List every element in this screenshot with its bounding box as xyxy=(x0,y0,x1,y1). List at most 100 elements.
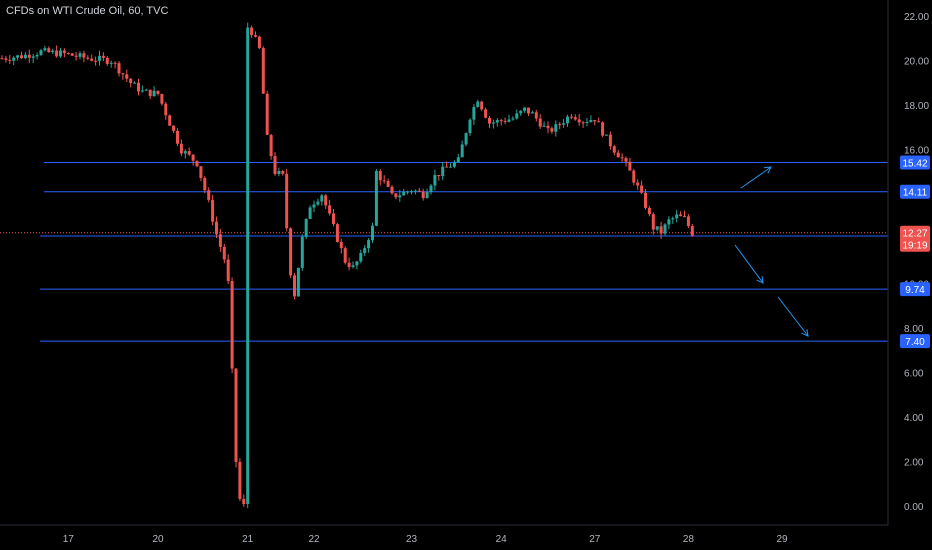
candle-body xyxy=(585,121,589,123)
candle-body xyxy=(425,192,429,199)
x-tick-label: 28 xyxy=(683,534,695,545)
candle-body xyxy=(265,93,269,135)
candle-body xyxy=(144,89,148,91)
candle-body xyxy=(191,154,195,161)
last-price-label: 12.27 xyxy=(902,229,927,240)
time-axis[interactable]: 17 20 21 22 23 24 27 28 29 xyxy=(0,524,888,545)
candle-body xyxy=(273,156,277,174)
level-badge-label: 15.42 xyxy=(902,159,927,170)
candle-body xyxy=(347,262,351,267)
candle-body xyxy=(605,134,608,136)
candle-body xyxy=(242,498,246,505)
candle-body xyxy=(573,117,577,120)
candle-body xyxy=(402,191,406,196)
candle-body xyxy=(394,193,398,198)
candle-body xyxy=(452,161,456,167)
candle-body xyxy=(468,119,472,134)
x-tick-label: 17 xyxy=(63,534,75,545)
arrow-down-1-head xyxy=(756,275,764,284)
candle-body xyxy=(569,116,573,118)
candle-body xyxy=(456,157,460,162)
x-tick-label: 20 xyxy=(152,534,164,545)
candle-body xyxy=(300,236,304,268)
level-badge-label: 7.40 xyxy=(905,337,925,348)
candle-body xyxy=(608,134,612,147)
candle-body xyxy=(507,119,511,122)
candle-body xyxy=(246,27,250,505)
y-tick-label: 16.00 xyxy=(904,146,929,157)
candle-body xyxy=(31,56,35,58)
last-price-badge xyxy=(900,225,930,252)
candle-body xyxy=(35,54,39,57)
candle-body xyxy=(413,190,417,192)
candle-body xyxy=(86,57,90,59)
candle-body xyxy=(250,27,254,36)
candle-body xyxy=(226,259,230,282)
candle-body xyxy=(335,224,339,242)
candle-body xyxy=(70,53,74,56)
candle-body xyxy=(23,54,27,59)
candle-body xyxy=(616,152,620,158)
candle-body xyxy=(55,50,59,57)
candle-body xyxy=(0,58,4,60)
candle-body xyxy=(441,166,445,176)
arrow-up-head xyxy=(763,166,772,174)
candle-body xyxy=(78,53,82,57)
candle-body xyxy=(527,107,530,114)
levels-layer xyxy=(0,162,888,342)
candle-body xyxy=(371,225,374,241)
candle-body xyxy=(4,58,8,60)
candle-body xyxy=(690,225,694,236)
candle-body xyxy=(269,134,273,157)
countdown-label: 19:19 xyxy=(902,241,927,252)
x-tick-label: 24 xyxy=(496,534,508,545)
candle-body xyxy=(199,166,203,178)
candle-body xyxy=(156,90,160,95)
y-tick-label: 6.00 xyxy=(904,368,924,379)
candle-body xyxy=(164,103,168,116)
candle-body xyxy=(359,252,363,262)
candle-body xyxy=(647,207,651,215)
level-badge-label: 14.11 xyxy=(903,188,928,199)
candle-body xyxy=(679,214,683,217)
candle-body xyxy=(257,36,261,49)
candle-body xyxy=(304,218,308,237)
candle-body xyxy=(218,234,222,247)
candle-body xyxy=(472,107,476,120)
y-tick-label: 4.00 xyxy=(904,413,924,424)
candle-body xyxy=(90,58,94,61)
candle-body xyxy=(542,125,546,127)
candle-body xyxy=(12,57,16,61)
candle-body xyxy=(332,213,335,225)
candles-layer xyxy=(0,22,694,509)
candle-body xyxy=(671,218,675,220)
candle-body xyxy=(406,191,410,193)
candle-body xyxy=(554,124,558,132)
candle-body xyxy=(172,125,176,131)
candle-body xyxy=(324,195,328,206)
level-badge xyxy=(900,334,930,349)
candle-body xyxy=(519,110,523,114)
candle-body xyxy=(378,171,382,181)
candle-body xyxy=(176,130,179,144)
candle-body xyxy=(655,226,659,230)
level-badge xyxy=(900,184,930,199)
candle-body xyxy=(234,368,238,462)
candle-body xyxy=(488,117,491,124)
candle-body xyxy=(659,226,663,234)
price-axis[interactable]: 0.002.004.006.008.0010.0012.0014.0016.00… xyxy=(887,0,930,525)
candle-body xyxy=(195,160,199,167)
candle-body xyxy=(597,121,601,123)
candle-body xyxy=(211,199,215,222)
candle-body xyxy=(644,192,647,208)
candle-body xyxy=(445,166,449,168)
candle-body xyxy=(382,180,386,182)
candle-body xyxy=(390,186,394,194)
candle-body xyxy=(581,122,585,124)
candle-body xyxy=(328,205,332,214)
candle-body xyxy=(133,82,137,84)
candle-body xyxy=(429,185,433,193)
candle-body xyxy=(538,118,542,127)
candle-body xyxy=(16,55,20,58)
